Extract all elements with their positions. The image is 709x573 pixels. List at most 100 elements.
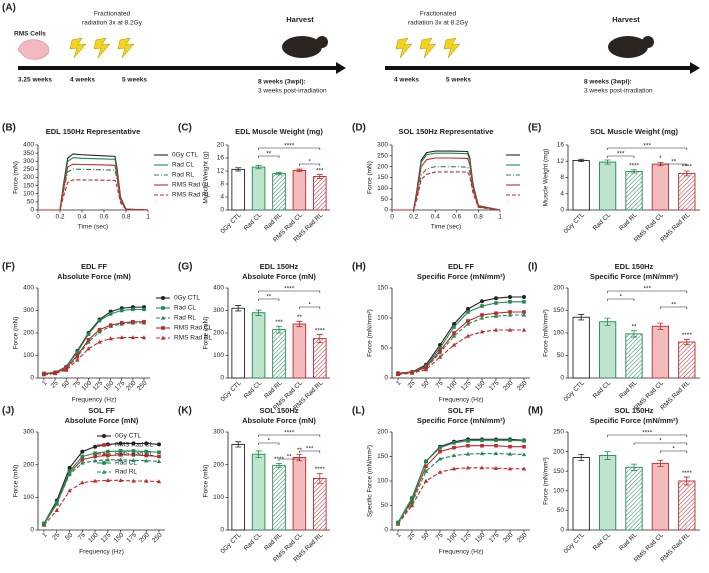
y-tick-label: 200 [553, 448, 564, 455]
y-tick-label: 4 [220, 194, 224, 201]
significance-label: ** [297, 314, 303, 321]
x-tick-label: Rad RL [618, 211, 639, 232]
chart-subtitle: Absolute Force (mN) [65, 416, 139, 425]
bar [313, 176, 327, 211]
marker [451, 466, 457, 471]
legend-label: Rad RL [174, 315, 196, 322]
x-tick-label: 0.4 [77, 214, 86, 221]
marker [157, 442, 161, 447]
error-bar [296, 168, 303, 173]
x-tick-label: 0Gy CTL [219, 211, 243, 235]
y-tick-label: 200 [23, 330, 34, 337]
chart-title: EDL FF [448, 262, 475, 271]
y-tick-label: 16 [557, 142, 565, 149]
legend-label: RMS Rad CL [172, 182, 211, 189]
x-tick-label: 1 [41, 379, 49, 387]
y-tick-label: 0 [560, 207, 564, 214]
x-tick-label: 0Gy CTL [219, 531, 243, 555]
significance-label: * [620, 294, 623, 301]
chart-subtitle: Specific Force (mN/mm²) [590, 272, 679, 281]
x-tick-label: 75 [435, 379, 445, 389]
marker [451, 453, 457, 458]
x-tick-label: 100 [446, 531, 459, 544]
error-bar [316, 174, 323, 179]
marker [80, 460, 85, 465]
series-line [397, 301, 524, 374]
bar [292, 169, 307, 211]
series-line [397, 467, 524, 525]
y-tick-label: 100 [553, 488, 564, 495]
x-tick-label: 0.4 [431, 214, 440, 221]
marker [410, 496, 414, 500]
y-tick-label: 200 [377, 163, 388, 170]
marker [75, 353, 80, 358]
marker [131, 453, 136, 457]
marker [92, 478, 98, 483]
y-axis-label: Force (mN) [203, 317, 210, 350]
significance-bracket [258, 290, 321, 293]
marker [423, 478, 429, 483]
chart-subtitle: Absolute Force (mN) [57, 272, 131, 281]
series-line [392, 166, 501, 211]
marker [86, 337, 91, 342]
x-tick-label: Rad CL [592, 379, 613, 400]
y-tick-label: 350 [23, 150, 34, 157]
significance-bracket [299, 163, 321, 166]
chart-title: EDL FF [81, 262, 108, 271]
y-tick-label: 50 [381, 502, 389, 509]
x-tick-label: 150 [474, 531, 487, 544]
significance-label: **** [682, 470, 693, 477]
marker [161, 326, 165, 330]
y-tick-label: 8 [560, 174, 564, 181]
chart-title: SOL 150Hz [614, 406, 653, 415]
y-tick-label: 100 [213, 494, 224, 501]
x-tick-label: 150 [113, 531, 126, 544]
marker [130, 335, 136, 340]
x-axis-label: Frequency (Hz) [439, 549, 484, 556]
significance-label: *** [617, 151, 625, 158]
error-bar [631, 330, 637, 338]
arrowhead [690, 62, 700, 74]
marker [131, 307, 135, 312]
significance-label: ** [671, 302, 677, 309]
marker [106, 453, 110, 458]
marker [142, 319, 146, 324]
x-tick-label: 75 [77, 531, 87, 541]
x-tick-label: 0 [390, 214, 394, 221]
x-tick-label: 1 [41, 531, 49, 539]
x-tick-label: Rad CL [592, 211, 613, 232]
marker [67, 472, 72, 477]
series-line [43, 306, 144, 375]
y-tick-label: 200 [213, 330, 224, 337]
y-tick-label: 300 [213, 429, 224, 436]
panel-label: (G) [178, 262, 192, 273]
bar [572, 316, 590, 379]
marker [102, 443, 106, 447]
significance-label: **** [284, 430, 295, 437]
y-tick-label: 300 [213, 307, 224, 314]
marker [160, 315, 166, 320]
bar [625, 170, 643, 211]
chart-title: EDL 150Hz Representative [46, 127, 141, 136]
significance-bracket [607, 147, 688, 150]
bar [651, 163, 670, 211]
significance-label: * [268, 438, 271, 445]
bar [272, 173, 286, 211]
chart-title: SOL 150Hz Representative [399, 127, 494, 136]
significance-bracket [299, 450, 321, 453]
panel: (D) SOL 150Hz Representative Force (mN) 0 50… [352, 123, 520, 231]
mouse-head [316, 36, 328, 48]
significance-label: * [659, 155, 662, 162]
error-bar [683, 338, 690, 346]
x-tick-label: 0.6 [99, 214, 108, 221]
y-tick-label: 100 [213, 352, 224, 359]
marker [466, 319, 470, 323]
panel-label: (M) [528, 406, 543, 417]
legend-label: Rad RL [115, 469, 137, 476]
x-tick-label: 200 [502, 379, 515, 392]
marker [131, 449, 136, 453]
marker [522, 444, 526, 449]
series-line [43, 308, 144, 375]
